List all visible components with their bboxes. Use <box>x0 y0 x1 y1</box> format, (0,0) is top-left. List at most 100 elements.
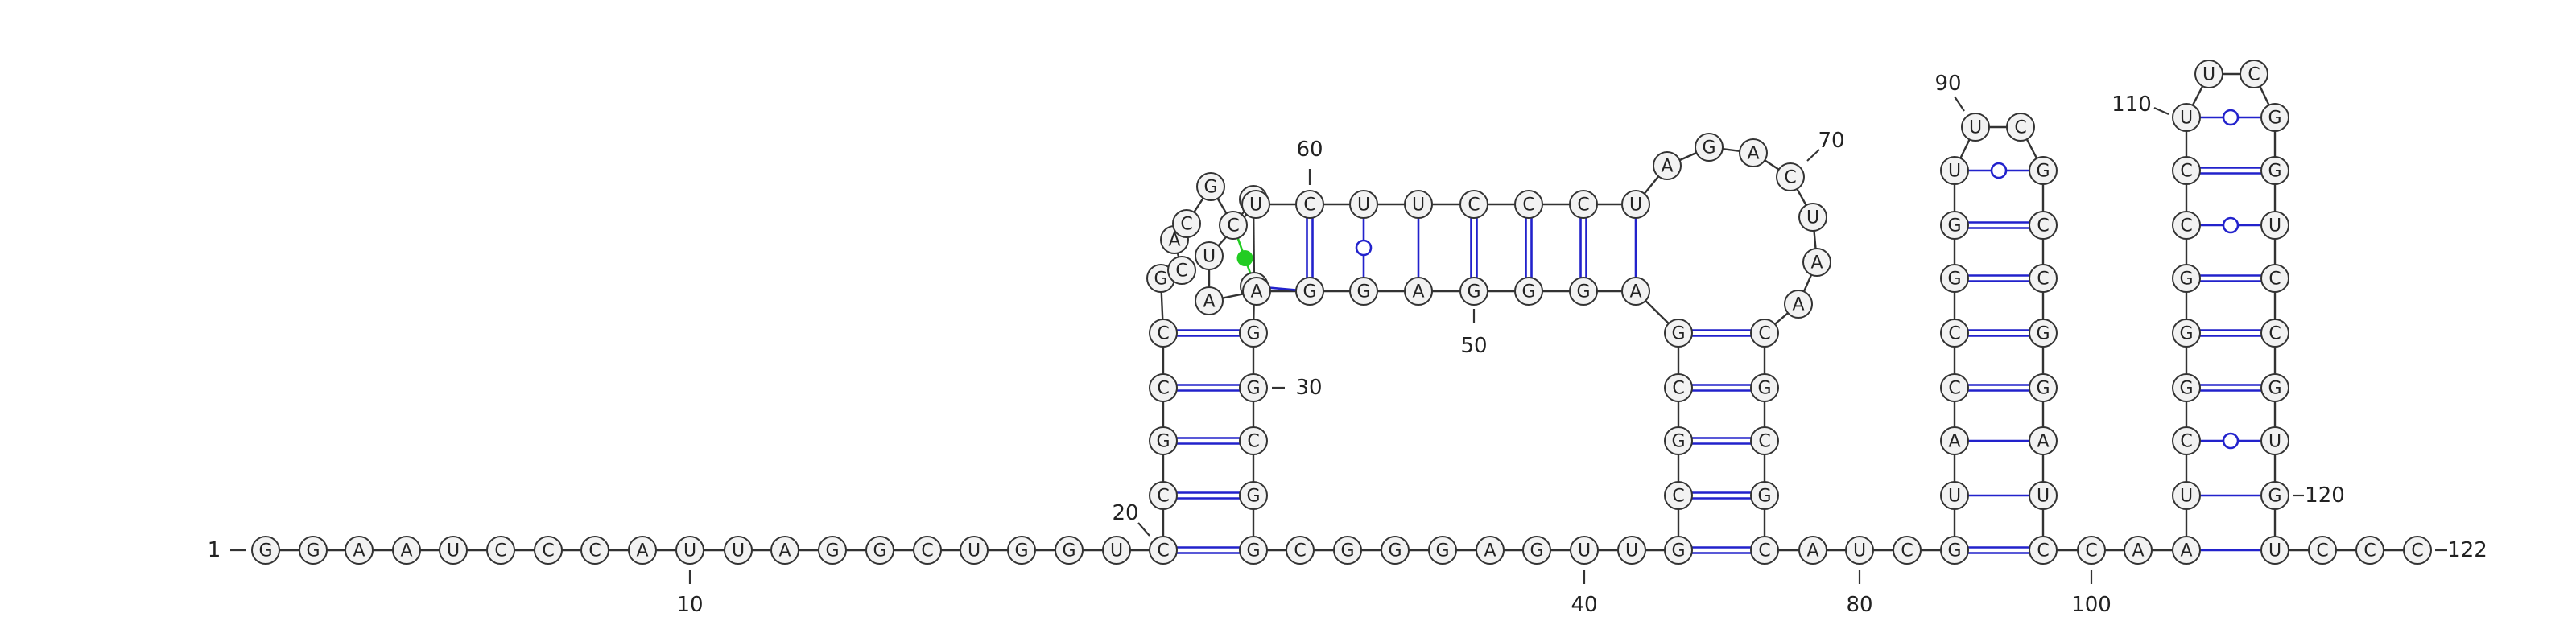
number-label: 10 <box>676 593 703 617</box>
nucleotide: C <box>2260 264 2289 293</box>
au-pair-line <box>1267 286 1297 291</box>
nucleotide: G <box>2260 156 2289 185</box>
backbone-layer <box>266 72 2417 552</box>
nucleotide-circle <box>1664 536 1693 565</box>
nucleotide: U <box>2260 536 2289 565</box>
nucleotide: C <box>1664 481 1693 510</box>
nucleotide: C <box>913 536 942 565</box>
nucleotide: A <box>2029 426 2058 455</box>
noncanonical-pair-marker <box>1236 250 1253 266</box>
nucleotide-circle <box>439 536 468 565</box>
nucleotide-letter: G <box>873 541 886 561</box>
nucleotide-circle <box>1428 536 1457 565</box>
number-label: 40 <box>1571 593 1597 617</box>
nucleotide-letter: U <box>1625 541 1638 561</box>
number-label: 30 <box>1295 376 1322 400</box>
nucleotide-letter: C <box>1784 168 1796 188</box>
number-label: 50 <box>1460 334 1487 358</box>
number-label: 110 <box>2112 93 2152 117</box>
nucleotide-circle <box>1195 241 1224 270</box>
nucleotide: G <box>2172 264 2201 293</box>
nucleotide-letter: U <box>1806 208 1819 228</box>
nucleotide-letter: G <box>2268 379 2281 399</box>
nucleotide-circle <box>1750 426 1779 455</box>
nucleotide: A <box>1242 277 1271 306</box>
nucleotide-circle <box>2172 319 2201 348</box>
nucleotide-circle <box>2260 264 2289 293</box>
nucleotide-letter: G <box>825 541 839 561</box>
nucleotide: A <box>1798 536 1827 565</box>
nucleotide: C <box>2403 536 2432 565</box>
nucleotide-letter: U <box>1948 487 1961 507</box>
nucleotide-circle <box>2260 426 2289 455</box>
nucleotide-letter: U <box>1203 247 1216 267</box>
nucleotide-circle <box>2172 103 2201 132</box>
nucleotide-circle <box>2172 264 2201 293</box>
nucleotide-circle <box>1940 156 1969 185</box>
nucleotide: C <box>1893 536 1922 565</box>
nucleotide: G <box>299 536 328 565</box>
nucleotide-circle <box>2029 211 2058 240</box>
nucleotide: C <box>1239 426 1268 455</box>
nucleotide: A <box>1784 290 1813 319</box>
nucleotide: G <box>1695 133 1724 162</box>
nucleotide: G <box>1664 319 1693 348</box>
nucleotide-circle <box>865 536 894 565</box>
nucleotide-circle <box>1459 190 1488 219</box>
nucleotide: U <box>1404 190 1433 219</box>
nucleotide: U <box>960 536 989 565</box>
nucleotide-circle <box>2260 481 2289 510</box>
nucleotide-circle <box>818 536 847 565</box>
nucleotide-letter: C <box>1175 261 1187 282</box>
nucleotide: G <box>1295 277 1324 306</box>
nucleotide-circle <box>2403 536 2432 565</box>
nucleotide-circle <box>1295 277 1324 306</box>
nucleotide-circle <box>1776 162 1805 191</box>
nucleotide: G <box>1514 277 1543 306</box>
nucleotide: C <box>1219 211 1248 240</box>
nucleotide: A <box>2124 536 2153 565</box>
nucleotide-circle <box>1695 133 1724 162</box>
nucleotide: U <box>1798 203 1827 232</box>
nucleotide: U <box>724 536 753 565</box>
base-pair-layer <box>1177 109 2261 554</box>
nucleotide-letter: U <box>1357 195 1370 216</box>
nucleotide: G <box>1428 536 1457 565</box>
nucleotide-circle <box>2172 481 2201 510</box>
nucleotide: C <box>2077 536 2106 565</box>
nucleotide: A <box>1404 277 1433 306</box>
nucleotide-letter: C <box>2180 162 2192 182</box>
number-label: 120 <box>2305 483 2345 508</box>
nucleotide-letter: U <box>2180 487 2193 507</box>
nucleotide-circle <box>1149 536 1178 565</box>
nucleotide: C <box>2172 211 2201 240</box>
nucleotide-letter: G <box>1530 541 1543 561</box>
nucleotide: U <box>1940 156 1969 185</box>
nucleotide: G <box>1239 481 1268 510</box>
nucleotide: C <box>1172 209 1201 238</box>
nucleotide: G <box>1940 211 1969 240</box>
nucleotide-letter: A <box>1203 292 1215 312</box>
nucleotide: C <box>1750 536 1779 565</box>
nucleotide: C <box>1149 373 1178 402</box>
nucleotide: G <box>1007 536 1036 565</box>
nucleotide-circle <box>392 536 421 565</box>
nucleotide-circle <box>1940 536 1969 565</box>
nucleotide-letter: U <box>447 541 460 561</box>
nucleotide-layer: GGAAUCCCAUUAGGCUGGUCCGCCGCACGCCUGGCGGCGG… <box>251 60 2432 565</box>
nucleotide-circle <box>770 536 799 565</box>
nucleotide-letter: C <box>1758 324 1770 344</box>
nucleotide: G <box>1940 536 1969 565</box>
nucleotide-circle <box>2172 373 2201 402</box>
nucleotide-circle <box>1149 373 1178 402</box>
nucleotide-circle <box>1239 536 1268 565</box>
nucleotide: C <box>1167 256 1196 285</box>
nucleotide-letter: C <box>1672 379 1684 399</box>
nucleotide-letter: U <box>2037 487 2050 507</box>
nucleotide: G <box>1750 373 1779 402</box>
nucleotide-letter: A <box>1792 295 1804 315</box>
nucleotide-letter: C <box>1948 324 1960 344</box>
nucleotide-letter: C <box>2014 118 2026 138</box>
nucleotide-letter: G <box>1246 541 1260 561</box>
nucleotide: U <box>1940 481 1969 510</box>
